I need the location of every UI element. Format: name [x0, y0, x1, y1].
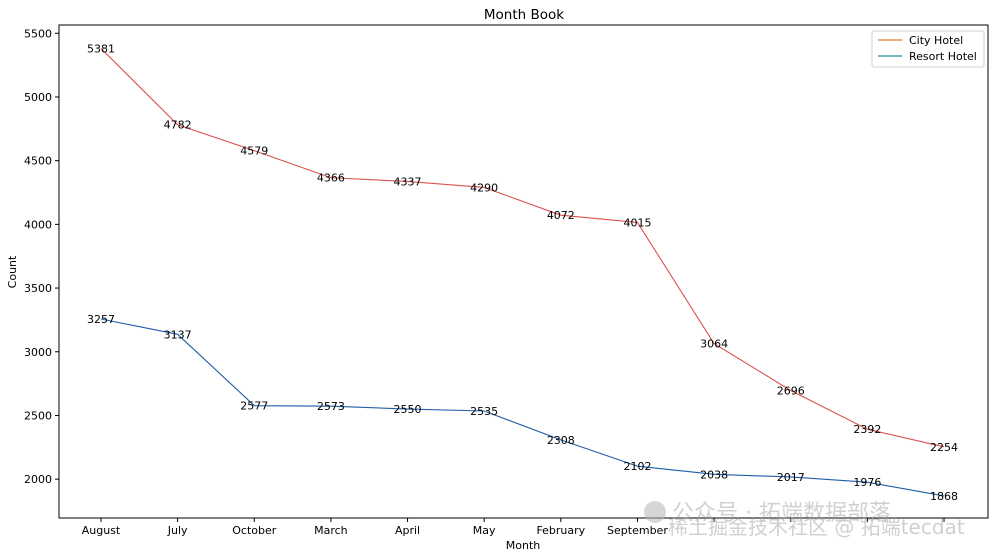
- data-label: 2308: [547, 434, 575, 447]
- series-layer: [100, 48, 945, 497]
- data-label: 3257: [87, 313, 115, 326]
- x-axis-title: Month: [506, 539, 541, 552]
- series-line-resort-hotel: [100, 318, 945, 497]
- y-tick-label: 2000: [24, 473, 52, 486]
- x-axis: August July October March April May February Se…: [82, 518, 945, 537]
- data-label: 4579: [240, 145, 268, 158]
- y-tick-label: 3000: [24, 346, 52, 359]
- y-tick-label: 3500: [24, 282, 52, 295]
- data-label: 4782: [164, 119, 192, 132]
- legend-label-resort-hotel: Resort Hotel: [909, 50, 977, 63]
- data-label: 2577: [240, 400, 268, 413]
- x-tick-label: August: [82, 524, 121, 537]
- data-label: 2038: [700, 468, 728, 481]
- x-tick-label: September: [607, 524, 668, 537]
- data-label: 1976: [853, 476, 881, 489]
- x-tick-label: July: [167, 524, 188, 537]
- data-label: 2573: [317, 400, 345, 413]
- y-axis-title: Count: [6, 255, 19, 288]
- x-tick-label: April: [395, 524, 420, 537]
- data-label: 5381: [87, 42, 115, 55]
- watermark: 公众号 · 拓端数据部落 稀土掘金技术社区 @ 拓端tecdat: [644, 501, 965, 539]
- data-label: 4337: [394, 175, 422, 188]
- data-label: 3064: [700, 338, 728, 351]
- legend-label-city-hotel: City Hotel: [909, 34, 963, 47]
- y-tick-label: 5000: [24, 91, 52, 104]
- y-tick-label: 4500: [24, 155, 52, 168]
- watermark-line-2: 稀土掘金技术社区 @ 拓端tecdat: [668, 515, 965, 539]
- data-label: 2017: [777, 471, 805, 484]
- data-label: 4015: [623, 216, 651, 229]
- y-axis: 2000 2500 3000 3500 4000 4500 5000 5500: [24, 27, 59, 486]
- y-tick-label: 4000: [24, 218, 52, 231]
- chart-title: Month Book: [484, 7, 564, 23]
- data-label: 4290: [470, 181, 498, 194]
- data-label: 2550: [394, 403, 422, 416]
- y-tick-label: 2500: [24, 409, 52, 422]
- plot-frame: [58, 24, 989, 519]
- data-label: 4072: [547, 209, 575, 222]
- data-label: 2392: [853, 423, 881, 436]
- wechat-icon: [644, 501, 666, 523]
- watermark-line-1: 公众号 · 拓端数据部落: [672, 501, 891, 526]
- data-labels: 5381 4782 4579 4366 4337 4290 4072 4015 3064 2696…: [87, 42, 958, 503]
- data-label: 2535: [470, 405, 498, 418]
- data-label: 2696: [777, 384, 805, 397]
- x-tick-label: March: [314, 524, 348, 537]
- series-line-city-hotel: [100, 48, 945, 448]
- x-tick-label: May: [473, 524, 496, 537]
- data-label: 2254: [930, 441, 958, 454]
- data-label: 1868: [930, 490, 958, 503]
- y-tick-label: 5500: [24, 27, 52, 40]
- data-label: 4366: [317, 172, 345, 185]
- data-label: 3137: [164, 328, 192, 341]
- x-tick-label: October: [232, 524, 276, 537]
- legend: City Hotel Resort Hotel: [871, 30, 985, 68]
- x-tick-label: February: [536, 524, 585, 537]
- data-label: 2102: [623, 460, 651, 473]
